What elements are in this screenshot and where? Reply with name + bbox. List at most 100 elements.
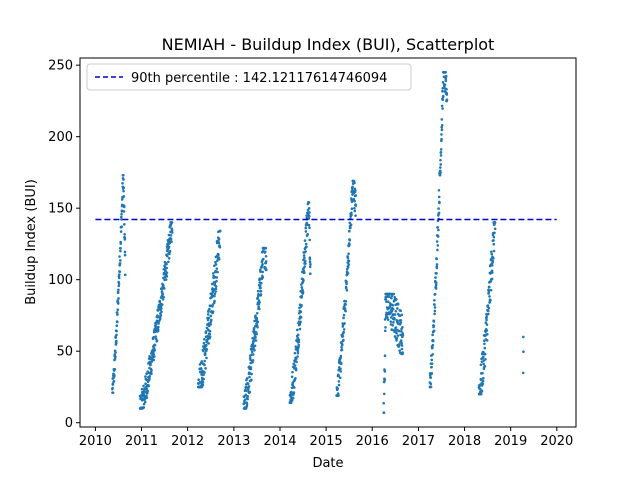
legend-box [86, 63, 412, 91]
data-point [485, 315, 488, 319]
data-point [206, 313, 210, 316]
data-point [293, 351, 297, 355]
data-point [434, 287, 438, 290]
data-point [123, 253, 127, 257]
data-point [353, 209, 357, 213]
x-axis-label: Date [312, 456, 343, 471]
data-point [438, 173, 442, 177]
data-point [115, 324, 119, 328]
data-point [153, 348, 157, 352]
data-point [300, 304, 303, 307]
data-point [118, 270, 122, 274]
data-point [386, 316, 389, 319]
data-point [392, 292, 396, 296]
data-point [204, 367, 207, 370]
data-point [168, 249, 172, 253]
data-point [336, 387, 340, 390]
data-point [304, 250, 307, 253]
data-point [353, 206, 356, 210]
data-point [347, 259, 351, 263]
data-point [299, 310, 303, 314]
data-point [123, 250, 127, 254]
data-point [392, 321, 395, 324]
data-point [116, 302, 120, 305]
data-point [383, 370, 387, 373]
data-point [434, 276, 437, 279]
data-point [208, 332, 212, 336]
data-point [484, 321, 488, 324]
data-point [437, 188, 441, 192]
data-point [304, 242, 308, 246]
data-point [433, 312, 436, 316]
data-point [120, 212, 123, 216]
data-point [394, 310, 398, 313]
data-point [490, 252, 494, 256]
data-point [214, 284, 218, 288]
data-point [395, 336, 399, 340]
data-point [208, 307, 211, 311]
data-point [203, 363, 206, 367]
data-point [197, 378, 200, 382]
data-point [152, 358, 156, 362]
data-point [122, 205, 126, 209]
data-point [303, 265, 307, 268]
data-point [434, 281, 438, 285]
data-point [120, 218, 123, 221]
data-point [119, 249, 122, 253]
data-point [393, 313, 397, 316]
data-point [290, 393, 293, 397]
data-point [262, 257, 265, 261]
data-point [337, 380, 341, 383]
data-point [394, 326, 398, 329]
data-point [304, 226, 308, 230]
data-point [437, 195, 441, 199]
data-point [168, 252, 171, 256]
data-point [393, 317, 396, 320]
data-point [111, 391, 115, 394]
data-point [289, 401, 293, 404]
data-point [396, 307, 399, 310]
data-point [435, 263, 439, 266]
data-point [436, 226, 439, 229]
data-point [493, 221, 497, 224]
data-point [338, 376, 342, 380]
data-point [214, 260, 217, 264]
data-point [115, 320, 119, 324]
data-point [250, 350, 254, 354]
data-point [389, 320, 393, 323]
data-point [481, 382, 485, 386]
data-point [487, 289, 491, 292]
data-point [217, 238, 221, 241]
data-point [348, 238, 352, 242]
data-point [261, 263, 264, 266]
data-point [257, 307, 261, 311]
data-point [169, 234, 173, 237]
data-point [350, 200, 354, 203]
data-point [351, 185, 354, 189]
data-point [303, 259, 307, 263]
data-point [214, 290, 217, 293]
data-point [119, 246, 122, 250]
data-point [307, 223, 311, 227]
data-point [437, 228, 440, 232]
data-point [348, 243, 351, 246]
data-point [253, 344, 257, 348]
data-point [440, 104, 444, 108]
data-point [342, 328, 346, 331]
data-point [165, 275, 169, 278]
data-point [291, 370, 294, 374]
x-tick-label: 2015 [310, 434, 343, 449]
data-point [259, 270, 262, 273]
data-point [215, 279, 218, 283]
data-point [217, 241, 221, 245]
data-point [431, 339, 435, 343]
data-point [302, 279, 305, 282]
data-point [303, 239, 307, 242]
data-point [154, 323, 158, 326]
data-point [123, 233, 126, 236]
data-point [301, 290, 305, 294]
data-point [488, 295, 491, 298]
data-point [440, 137, 443, 141]
x-tick-label: 2020 [540, 434, 573, 449]
